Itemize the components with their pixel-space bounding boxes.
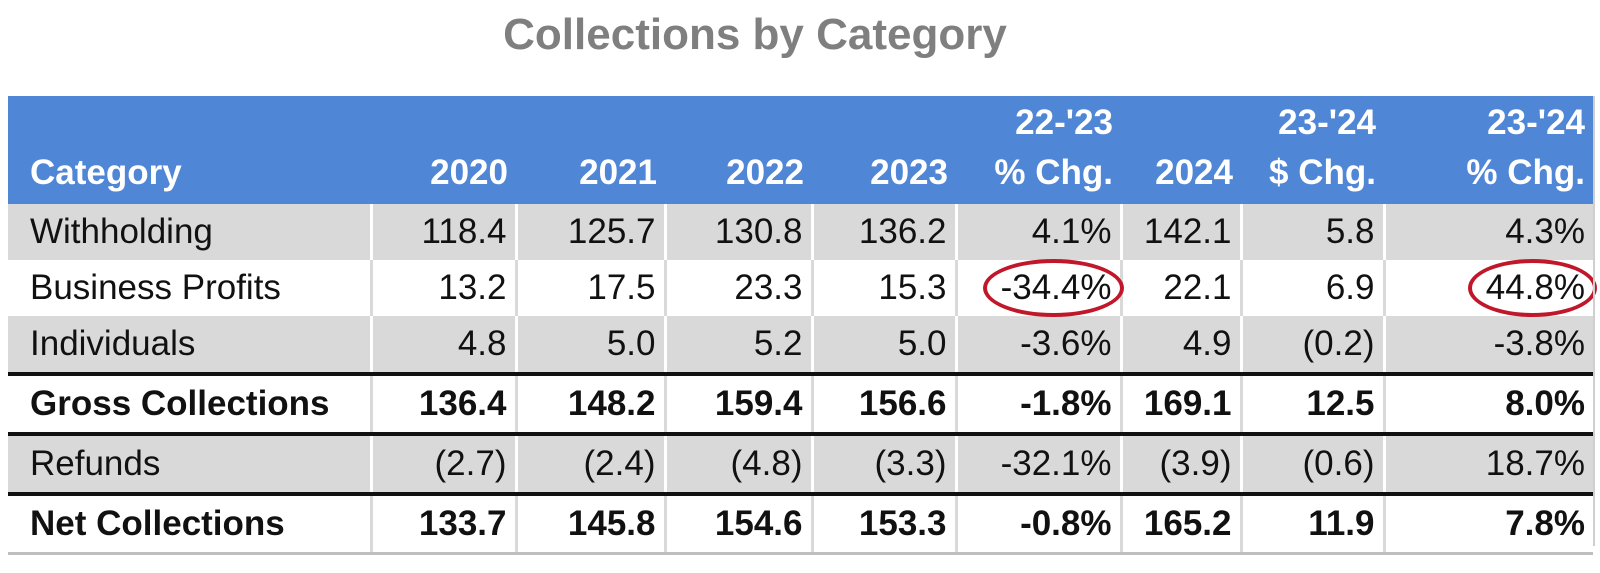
table-cell: 165.2 (1121, 492, 1243, 555)
column-header-22-23-pct-chg: 22-'23 % Chg. (994, 103, 1113, 192)
table-cell: 4.1% (956, 204, 1123, 260)
table-cell: -0.8% (956, 492, 1123, 555)
table-row-withholding: Withholding 118.4 125.7 130.8 136.2 4.1%… (8, 204, 1593, 260)
table-cell: 13.2 (371, 260, 518, 316)
column-header-23-24-pct-chg: 23-'24 % Chg. (1466, 103, 1585, 192)
table-cell: 148.2 (516, 372, 667, 434)
table-cell-circled: -34.4% (956, 259, 1124, 317)
table-cell: 5.0 (812, 316, 958, 374)
table-cell: 169.1 (1121, 372, 1243, 434)
circled-value: 44.8% (1467, 259, 1597, 317)
table-row-business-profits: Business Profits 13.2 17.5 23.3 15.3 -34… (8, 259, 1597, 317)
table-cell: 154.6 (665, 492, 814, 555)
table-cell: 156.6 (812, 372, 958, 434)
table-cell: 142.1 (1121, 204, 1243, 260)
column-header-2023: 2023 (870, 153, 948, 192)
table-cell: 5.0 (516, 316, 667, 374)
table-cell: 125.7 (516, 204, 667, 260)
table-cell: (4.8) (665, 432, 814, 494)
table-cell: -32.1% (956, 432, 1123, 494)
table-row-individuals: Individuals 4.8 5.0 5.2 5.0 -3.6% 4.9 (0… (8, 316, 1593, 374)
table-cell: 12.5 (1241, 372, 1386, 434)
table-cell: 6.9 (1241, 260, 1386, 316)
table-cell: 4.8 (371, 316, 518, 374)
table-cell: 136.4 (371, 372, 518, 434)
table-cell: (3.3) (812, 432, 958, 494)
column-header-23-24-dollar-chg: 23-'24 $ Chg. (1269, 103, 1376, 192)
column-header-2020: 2020 (430, 153, 508, 192)
table-cell: 5.2 (665, 316, 814, 374)
circled-value: -34.4% (982, 259, 1124, 317)
table-cell: -1.8% (956, 372, 1123, 434)
table-cell: -3.8% (1384, 316, 1593, 374)
table-cell: 130.8 (665, 204, 814, 260)
table-cell: (2.7) (371, 432, 518, 494)
table-cell: (0.2) (1241, 316, 1386, 374)
table-row-gross-collections: Gross Collections 136.4 148.2 159.4 156.… (8, 372, 1593, 434)
table-cell: 145.8 (516, 492, 667, 555)
table-cell: 8.0% (1384, 372, 1593, 434)
table-row-net-collections: Net Collections 133.7 145.8 154.6 153.3 … (8, 492, 1593, 555)
chart-title: Collections by Category (503, 10, 1007, 59)
table-cell: 18.7% (1384, 432, 1593, 494)
table-cell: (3.9) (1121, 432, 1243, 494)
row-label: Business Profits (8, 260, 373, 316)
table-cell: 5.8 (1241, 204, 1386, 260)
table-cell: 15.3 (812, 260, 958, 316)
table-cell: 118.4 (371, 204, 518, 260)
column-header-2021: 2021 (579, 153, 657, 192)
table-cell: 23.3 (665, 260, 814, 316)
table-cell: -3.6% (956, 316, 1123, 374)
table-cell: (2.4) (516, 432, 667, 494)
header-row: Category 2020 2021 2022 2023 22-'23 % Ch… (8, 96, 1593, 204)
row-label: Gross Collections (8, 372, 373, 434)
column-header-2024: 2024 (1155, 153, 1233, 192)
table-cell: 7.8% (1384, 492, 1593, 555)
table-cell: 4.3% (1384, 204, 1593, 260)
table-edge (1593, 96, 1595, 546)
table-cell: 4.9 (1121, 316, 1243, 374)
collections-table: Category 2020 2021 2022 2023 22-'23 % Ch… (8, 96, 1597, 555)
table-cell: 22.1 (1121, 260, 1243, 316)
column-header-2022: 2022 (726, 153, 804, 192)
table-cell: 159.4 (665, 372, 814, 434)
row-label: Refunds (8, 432, 373, 494)
row-label: Withholding (8, 204, 373, 260)
table-cell: (0.6) (1241, 432, 1386, 494)
table-cell: 11.9 (1241, 492, 1386, 555)
table-cell: 17.5 (516, 260, 667, 316)
table-cell: 136.2 (812, 204, 958, 260)
row-label: Individuals (8, 316, 373, 374)
table-cell-circled: 44.8% (1384, 259, 1597, 317)
table-cell: 153.3 (812, 492, 958, 555)
table-row-refunds: Refunds (2.7) (2.4) (4.8) (3.3) -32.1% (… (8, 432, 1593, 494)
row-label: Net Collections (8, 492, 373, 555)
column-header-category: Category (30, 153, 182, 192)
table-cell: 133.7 (371, 492, 518, 555)
